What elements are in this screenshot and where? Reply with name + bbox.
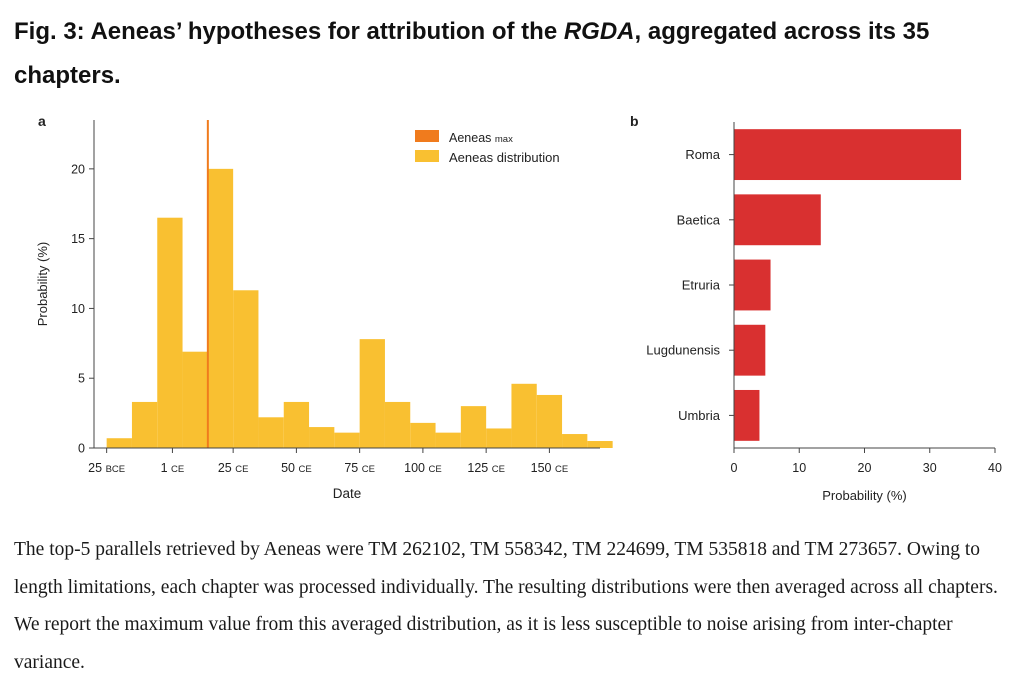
panel-b-category-label: Roma bbox=[685, 147, 720, 162]
legend-distribution-label: Aeneas distribution bbox=[449, 150, 560, 165]
panel-a-x-tick-label: 125 CE bbox=[467, 461, 505, 475]
figure-title-prefix: Fig. 3: Aeneas’ hypotheses for attributi… bbox=[14, 18, 564, 45]
histogram-bar bbox=[106, 438, 132, 448]
panel-a-y-tick-label: 5 bbox=[78, 372, 85, 386]
panel-b-x-tick-label: 10 bbox=[792, 461, 806, 475]
panel-b-label: b bbox=[630, 113, 639, 129]
histogram-bar bbox=[435, 432, 461, 448]
histogram-bar bbox=[283, 401, 310, 448]
panel-b-category-label: Umbria bbox=[678, 408, 721, 423]
panel-a-x-tick-label: 25 CE bbox=[218, 461, 249, 475]
histogram-bar bbox=[536, 394, 563, 448]
panel-b-category-label: Baetica bbox=[677, 212, 721, 227]
panel-a-x-tick-label: 75 CE bbox=[344, 461, 375, 475]
panel-b-x-axis-label: Probability (%) bbox=[822, 488, 907, 503]
histogram-bar bbox=[334, 432, 360, 448]
histogram-bar bbox=[359, 339, 385, 448]
region-bar bbox=[734, 129, 962, 181]
panel-a-x-tick-label: 100 CE bbox=[404, 461, 442, 475]
histogram-bar bbox=[384, 401, 411, 448]
histogram-bar bbox=[486, 428, 512, 448]
figure-title-suffix: , aggregated across its 35 chapters. bbox=[14, 18, 930, 89]
legend-max-swatch bbox=[415, 130, 439, 142]
histogram-bar bbox=[511, 383, 537, 448]
panel-a-x-tick-label: 1 CE bbox=[161, 461, 185, 475]
figure-charts: a 0 5 10 15 20 25 BCE 1 CE 25 CE 50 CE 75 CE 100 CE… bbox=[35, 113, 1002, 503]
panel-a-x-tick-label: 25 BCE bbox=[88, 461, 125, 475]
figure-title-italic: RGDA bbox=[563, 18, 635, 45]
panel-a-y-tick-label: 10 bbox=[71, 302, 85, 316]
legend-max-label: Aeneas max bbox=[449, 131, 513, 145]
legend-distribution-swatch bbox=[415, 150, 439, 162]
panel-b-x-tick-label: 20 bbox=[858, 461, 872, 475]
histogram-bar bbox=[182, 351, 208, 448]
panel-a-y-tick-label: 20 bbox=[71, 162, 85, 176]
panel-b-x-tick-label: 0 bbox=[731, 461, 738, 475]
histogram-bar bbox=[460, 406, 487, 448]
panel-a-y-axis-label: Probability (%) bbox=[35, 242, 50, 327]
histogram-bar bbox=[587, 441, 613, 448]
panel-a-label: a bbox=[38, 113, 46, 129]
histogram-bar bbox=[562, 434, 588, 448]
histogram-bar bbox=[207, 168, 234, 448]
histogram-bar bbox=[258, 417, 284, 448]
histogram-bar bbox=[309, 427, 335, 448]
panel-b-x-tick-label: 40 bbox=[988, 461, 1002, 475]
panel-a-x-tick-label: 50 CE bbox=[281, 461, 312, 475]
panel-a-y-tick-label: 0 bbox=[78, 442, 85, 456]
region-bar bbox=[734, 324, 766, 376]
region-bar bbox=[734, 259, 771, 311]
figure-caption: The top-5 parallels retrieved by Aeneas … bbox=[14, 539, 998, 673]
histogram-bar bbox=[410, 422, 436, 448]
panel-b-category-label: Lugdunensis bbox=[646, 343, 720, 358]
panel-a-y-tick-label: 15 bbox=[71, 232, 85, 246]
histogram-bar bbox=[233, 290, 259, 448]
panel-b-category-label: Etruria bbox=[682, 278, 721, 293]
region-bar bbox=[734, 194, 821, 246]
histogram-bar bbox=[157, 217, 183, 448]
region-bar bbox=[734, 389, 760, 441]
panel-a-x-tick-label: 150 CE bbox=[531, 461, 569, 475]
histogram-bar bbox=[131, 401, 158, 448]
panel-a-x-axis-label: Date bbox=[333, 486, 362, 501]
figure-title: Fig. 3: Aeneas’ hypotheses for attributi… bbox=[14, 10, 1004, 98]
panel-b-x-tick-label: 30 bbox=[923, 461, 937, 475]
